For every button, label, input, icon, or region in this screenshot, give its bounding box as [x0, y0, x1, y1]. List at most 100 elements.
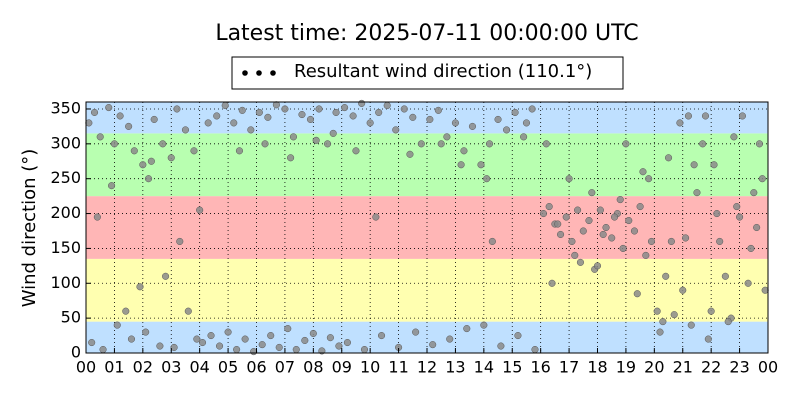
point: [176, 237, 184, 245]
point: [96, 133, 104, 141]
point: [233, 345, 241, 354]
point: [747, 244, 755, 252]
point: [645, 175, 653, 183]
point: [571, 251, 579, 259]
point: [90, 108, 99, 117]
x-tick-label: 20: [644, 358, 664, 377]
point: [451, 119, 459, 127]
point: [701, 112, 710, 120]
point: [687, 321, 695, 329]
point: [707, 307, 715, 315]
point: [383, 101, 391, 110]
point: [704, 335, 712, 343]
point: [721, 272, 729, 280]
point: [738, 112, 746, 120]
legend-marker: [242, 70, 248, 76]
x-tick-label: 11: [388, 358, 408, 377]
chart-title: Latest time: 2025-07-11 00:00:00 UTC: [215, 21, 638, 46]
point: [599, 230, 607, 239]
point: [264, 113, 272, 121]
point: [221, 101, 229, 110]
point: [463, 325, 471, 333]
point: [522, 119, 531, 127]
point: [642, 251, 650, 259]
point: [417, 140, 425, 148]
point: [520, 133, 528, 141]
x-tick-label: 19: [616, 358, 636, 377]
point: [429, 341, 437, 349]
point: [750, 189, 758, 197]
point: [93, 213, 101, 221]
y-tick-label: 350: [50, 98, 81, 117]
point: [730, 133, 738, 141]
x-tick-label: 02: [133, 358, 153, 377]
point: [659, 318, 667, 326]
point: [568, 237, 576, 245]
point: [204, 119, 212, 127]
point: [562, 213, 570, 221]
point: [258, 341, 266, 349]
x-tick-label: 23: [729, 358, 749, 377]
point: [667, 237, 675, 245]
point: [190, 147, 198, 155]
point: [275, 343, 283, 351]
point: [724, 318, 732, 326]
point: [130, 147, 138, 155]
point: [670, 311, 678, 319]
point: [216, 342, 224, 350]
x-tick-label: 06: [246, 358, 266, 377]
point: [238, 106, 246, 114]
point: [352, 147, 360, 155]
point: [88, 338, 96, 347]
point: [312, 136, 320, 144]
point: [329, 129, 337, 137]
point: [699, 140, 707, 148]
x-tick-label: 13: [445, 358, 465, 377]
point: [593, 262, 602, 270]
point: [372, 213, 380, 221]
point: [443, 133, 451, 141]
point: [326, 334, 334, 342]
x-tick-label: 07: [275, 358, 295, 377]
point: [761, 286, 769, 294]
point: [514, 332, 522, 340]
x-tick-label: 08: [303, 358, 323, 377]
point: [602, 223, 610, 232]
point: [636, 203, 644, 211]
point: [136, 283, 144, 291]
point: [485, 140, 494, 148]
point: [116, 112, 124, 120]
point: [468, 122, 477, 130]
y-axis-label: Wind direction (°): [19, 149, 40, 308]
point: [170, 343, 178, 351]
direction-band: [86, 196, 768, 259]
point: [554, 220, 562, 228]
point: [315, 105, 323, 113]
point: [323, 140, 332, 148]
point: [400, 105, 408, 113]
point: [358, 99, 366, 107]
point: [511, 108, 519, 117]
point: [457, 161, 465, 169]
point: [676, 119, 684, 127]
point: [360, 345, 369, 354]
point: [630, 227, 638, 235]
point: [733, 203, 741, 211]
x-tick-label: 04: [189, 358, 209, 377]
point: [716, 237, 724, 245]
point: [287, 154, 295, 162]
point: [289, 133, 297, 141]
point: [198, 338, 207, 347]
legend-box: [231, 56, 624, 90]
point: [366, 119, 374, 127]
point: [255, 108, 263, 117]
point: [306, 115, 315, 123]
y-tick-label: 50: [61, 308, 81, 327]
x-tick-label: 17: [559, 358, 579, 377]
point: [744, 279, 752, 287]
point: [710, 161, 718, 169]
point: [284, 325, 292, 333]
point: [503, 126, 511, 134]
point: [85, 119, 93, 127]
